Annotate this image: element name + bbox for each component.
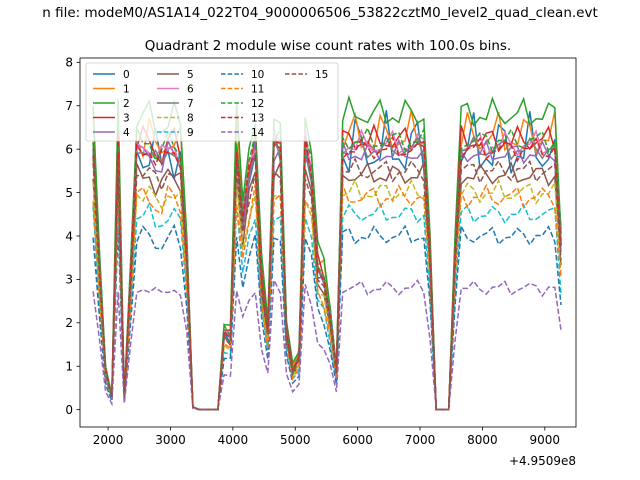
series-line-10 xyxy=(92,223,562,411)
legend-label-9: 9 xyxy=(187,127,194,139)
legend-label-4: 4 xyxy=(123,127,130,139)
legend-label-11: 11 xyxy=(251,83,264,95)
legend-label-6: 6 xyxy=(187,83,194,95)
legend-label-3: 3 xyxy=(123,112,130,124)
series-line-12 xyxy=(92,126,562,411)
legend-label-2: 2 xyxy=(123,98,130,110)
legend-label-8: 8 xyxy=(187,112,194,124)
legend-label-5: 5 xyxy=(187,69,194,81)
y-tick-label: 6 xyxy=(65,142,73,156)
x-tick-label: 8000 xyxy=(467,433,498,447)
series-line-15 xyxy=(92,156,562,411)
legend-label-15: 15 xyxy=(315,69,328,81)
x-tick-label: 2000 xyxy=(93,433,124,447)
y-tick-label: 5 xyxy=(65,186,73,200)
y-tick-label: 1 xyxy=(65,360,73,374)
y-tick-label: 7 xyxy=(65,99,73,113)
legend-label-1: 1 xyxy=(123,83,130,95)
axes-frame xyxy=(79,57,577,428)
x-tick-label: 4000 xyxy=(218,433,249,447)
figure-suptitle: n file: modeM0/AS1A14_022T04_9000006506_… xyxy=(42,5,598,21)
y-tick-label: 2 xyxy=(65,316,73,330)
x-tick-label: 3000 xyxy=(155,433,186,447)
legend-label-12: 12 xyxy=(251,98,264,110)
legend-label-14: 14 xyxy=(251,127,265,139)
x-tick-label: 9000 xyxy=(530,433,561,447)
y-tick-label: 0 xyxy=(65,403,73,417)
series-line-8 xyxy=(92,178,562,411)
legend-label-13: 13 xyxy=(251,112,264,124)
y-tick-label: 8 xyxy=(65,56,73,70)
series-line-11 xyxy=(92,183,562,411)
series-line-13 xyxy=(92,135,562,411)
legend-label-0: 0 xyxy=(123,69,130,81)
chart-title: Quadrant 2 module wise count rates with … xyxy=(145,38,511,54)
x-tick-label: 5000 xyxy=(280,433,311,447)
legend-frame xyxy=(85,62,339,142)
series-line-14 xyxy=(92,277,562,411)
plot-area: 2000 3000 4000 5000 6000 7000 8000 900001234567… xyxy=(65,56,577,468)
series-line-9 xyxy=(92,201,562,411)
y-tick-label: 3 xyxy=(65,273,73,287)
x-offset-label: +4.9509e8 xyxy=(509,454,576,468)
y-tick-label: 4 xyxy=(65,229,73,243)
x-tick-label: 7000 xyxy=(405,433,436,447)
legend-label-10: 10 xyxy=(251,69,264,81)
x-tick-label: 6000 xyxy=(342,433,373,447)
legend-label-7: 7 xyxy=(187,98,194,110)
